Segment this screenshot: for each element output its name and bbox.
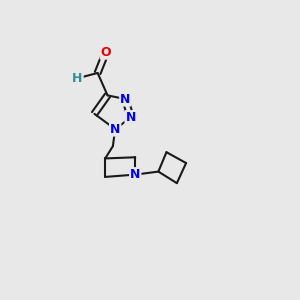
Text: N: N [125, 111, 136, 124]
Text: H: H [72, 72, 83, 85]
Text: N: N [120, 93, 130, 106]
Text: N: N [130, 168, 140, 181]
Text: N: N [110, 123, 120, 136]
Text: O: O [100, 46, 111, 59]
